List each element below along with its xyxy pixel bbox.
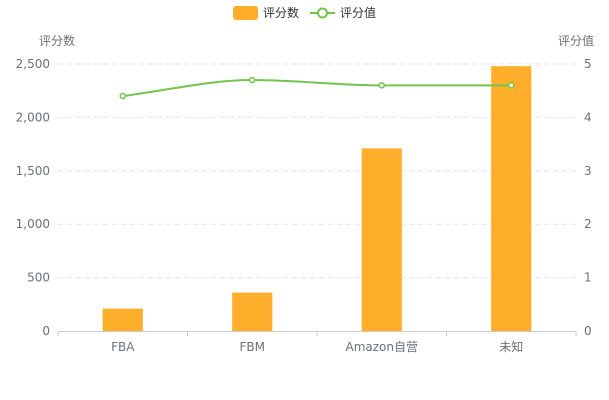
legend-line-marker [317, 7, 328, 19]
y-left-tick-label: 1,000 [16, 217, 50, 231]
y-right-tick-label: 5 [584, 57, 592, 71]
legend: 评分数 评分值 [233, 5, 376, 20]
y-right-tick-label: 4 [584, 110, 592, 124]
x-tick-label: 未知 [499, 340, 523, 354]
legend-bar-label: 评分数 [263, 5, 299, 20]
y-left-ticks: 0 500 1,000 1,500 2,000 2,500 [16, 57, 50, 338]
legend-item-bar[interactable]: 评分数 [233, 5, 299, 20]
y-right-tick-label: 2 [584, 217, 592, 231]
y-left-tick-label: 500 [27, 271, 50, 285]
x-axis: FBA FBM Amazon自营 未知 [57, 331, 577, 354]
y-right-tick-label: 0 [584, 324, 592, 338]
y-left-axis-name: 评分数 [39, 33, 75, 48]
bar[interactable] [361, 148, 402, 331]
y-right-ticks: 0 1 2 3 4 5 [584, 57, 592, 338]
y-left-tick-label: 1,500 [16, 164, 50, 178]
y-left-tick-label: 2,500 [16, 57, 50, 71]
line-point[interactable] [249, 76, 256, 84]
bar[interactable] [102, 308, 143, 331]
bar[interactable] [232, 292, 273, 331]
line-point[interactable] [119, 92, 126, 100]
x-tick-label: FBM [240, 340, 266, 354]
y-right-tick-label: 1 [584, 271, 592, 285]
line-path [122, 79, 512, 98]
legend-item-line[interactable]: 评分值 [310, 5, 376, 20]
line-series [119, 76, 515, 100]
y-left-tick-label: 0 [42, 324, 50, 338]
y-right-axis-name: 评分值 [558, 33, 594, 48]
line-point[interactable] [508, 82, 515, 89]
legend-line-label: 评分值 [340, 5, 376, 20]
x-tick-label: FBA [111, 340, 135, 354]
x-tick-label: Amazon自营 [346, 340, 419, 354]
y-right-tick-label: 3 [584, 164, 592, 178]
y-left-tick-label: 2,000 [16, 110, 50, 124]
line-point[interactable] [378, 82, 385, 89]
legend-bar-swatch [233, 6, 258, 20]
bar[interactable] [491, 66, 532, 332]
bar-series [102, 66, 532, 332]
